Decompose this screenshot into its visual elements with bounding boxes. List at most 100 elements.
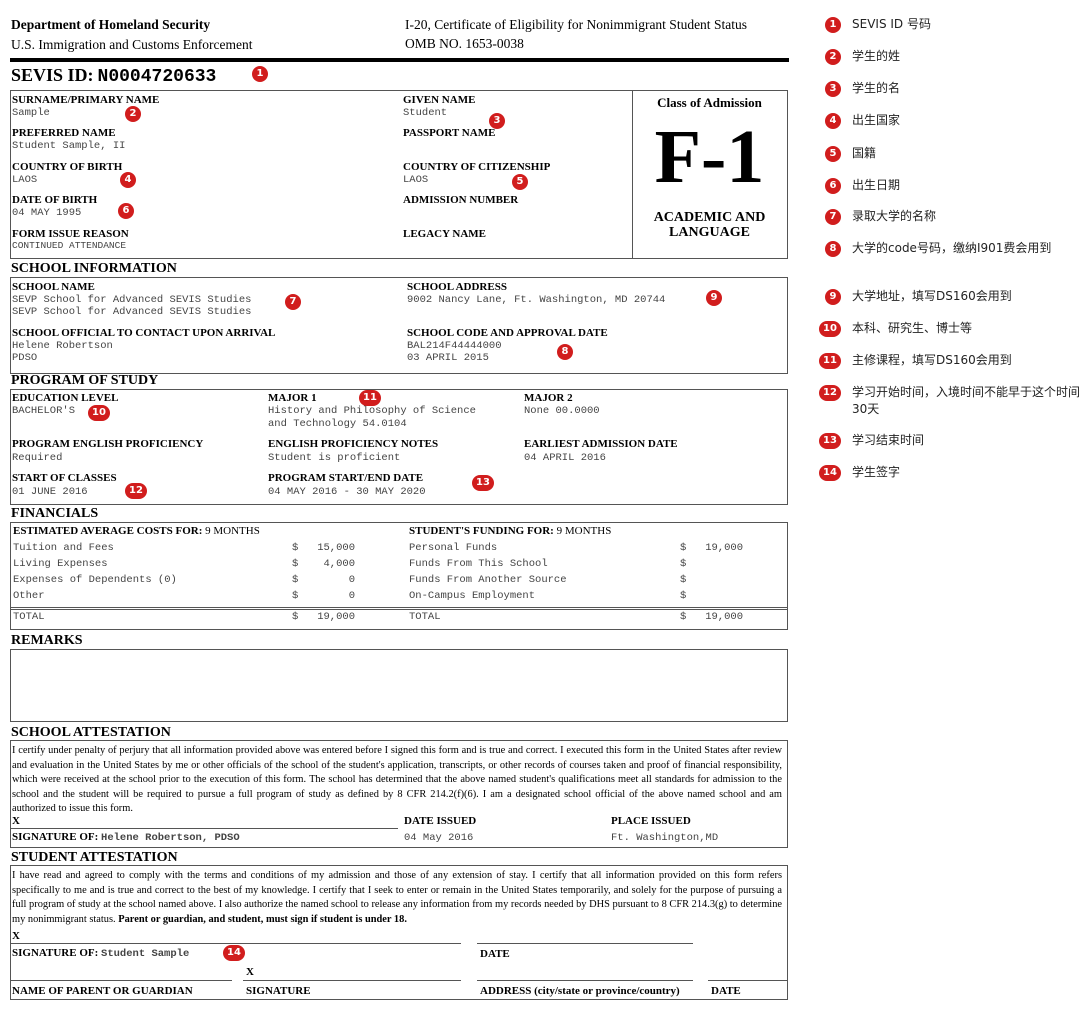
cost-amount: 0 xyxy=(348,574,355,586)
form-title: I-20, Certificate of Eligibility for Non… xyxy=(405,17,747,32)
student-attestation-heading: STUDENT ATTESTATION xyxy=(11,850,178,865)
school-info-heading: SCHOOL INFORMATION xyxy=(11,261,177,276)
legend-badge-11: 11 xyxy=(819,353,841,369)
total-divider-2 xyxy=(10,609,787,610)
school-sig-line xyxy=(10,828,398,829)
given-label: GIVEN NAME xyxy=(403,94,476,106)
legend-badge-2: 2 xyxy=(825,49,841,65)
funding-label: STUDENT'S FUNDING FOR: xyxy=(409,525,554,537)
legend-badge-12: 12 xyxy=(819,385,841,401)
cost-item: Expenses of Dependents (0) xyxy=(13,574,177,586)
major2-value: None 00.0000 xyxy=(524,405,600,417)
parent-name-line xyxy=(10,980,232,981)
official-name: Helene Robertson xyxy=(12,340,113,352)
legend-note-10: 本科、研究生、博士等 xyxy=(852,321,973,335)
cost-currency: $ xyxy=(292,558,299,570)
start-value: 01 JUNE 2016 xyxy=(12,486,88,498)
funding-total-label: TOTAL xyxy=(409,611,441,623)
cost-item: Tuition and Fees xyxy=(13,542,114,554)
major1-line2: and Technology 54.0104 xyxy=(268,418,407,430)
cost-currency: $ xyxy=(292,542,299,554)
sevis-id: SEVIS ID: N0004720633 xyxy=(11,65,216,87)
costs-total-label: TOTAL xyxy=(13,611,45,623)
dates-value: 04 MAY 2016 - 30 MAY 2020 xyxy=(268,486,426,498)
parent-name-label: NAME OF PARENT OR GUARDIAN xyxy=(12,985,193,997)
legend-note-2: 学生的姓 xyxy=(852,49,901,63)
badge-6: 6 xyxy=(118,203,134,219)
remarks-heading: REMARKS xyxy=(11,633,83,648)
official-title: PDSO xyxy=(12,352,38,364)
school-attestation-heading: SCHOOL ATTESTATION xyxy=(11,725,171,740)
cob-value: LAOS xyxy=(12,174,38,186)
financials-heading: FINANCIALS xyxy=(11,506,99,521)
major1-label: MAJOR 1 xyxy=(268,392,317,404)
student-attestation-bold: Parent or guardian, and student, must si… xyxy=(118,913,407,925)
costs-header: ESTIMATED AVERAGE COSTS FOR: 9 MONTHS xyxy=(13,525,260,537)
sub-agency: U.S. Immigration and Customs Enforcement xyxy=(11,37,253,52)
badge-9: 9 xyxy=(706,290,722,306)
omb-number: OMB NO. 1653-0038 xyxy=(405,36,524,51)
funding-currency: $ xyxy=(680,574,687,586)
eng-notes-label: ENGLISH PROFICIENCY NOTES xyxy=(268,438,439,450)
legend-note-3: 学生的名 xyxy=(852,81,901,95)
dob-label: DATE OF BIRTH xyxy=(12,194,98,206)
program-heading: PROGRAM OF STUDY xyxy=(11,373,159,388)
legend-note-7: 录取大学的名称 xyxy=(852,209,937,223)
parent-address-line xyxy=(477,980,693,981)
reason-label: FORM ISSUE REASON xyxy=(12,228,129,240)
badge-3: 3 xyxy=(489,113,505,129)
student-attestation-box xyxy=(10,865,788,1000)
passport-label: PASSPORT NAME xyxy=(403,127,496,139)
costs-total: 19,000 xyxy=(317,611,355,623)
student-date-line xyxy=(477,943,693,944)
legend-badge-8: 8 xyxy=(825,241,841,257)
legend-badge-4: 4 xyxy=(825,113,841,129)
funding-amount: 19,000 xyxy=(705,542,743,554)
date-issued-label: DATE ISSUED xyxy=(404,815,477,827)
earliest-label: EARLIEST ADMISSION DATE xyxy=(524,438,678,450)
funding-total: 19,000 xyxy=(705,611,743,623)
remarks-box xyxy=(10,649,788,722)
student-date-label: DATE xyxy=(480,948,510,960)
place-issued-label: PLACE ISSUED xyxy=(611,815,691,827)
legend-note-4: 出生国家 xyxy=(852,113,901,127)
coc-value: LAOS xyxy=(403,174,429,186)
preferred-label: PREFERRED NAME xyxy=(12,127,116,139)
badge-5: 5 xyxy=(512,174,528,190)
funding-header: STUDENT'S FUNDING FOR: 9 MONTHS xyxy=(409,525,611,537)
legend-badge-5: 5 xyxy=(825,146,841,162)
agency-name: Department of Homeland Security xyxy=(11,17,211,32)
funding-item: Funds From Another Source xyxy=(409,574,567,586)
major1-line1: History and Philosophy of Science xyxy=(268,405,476,417)
badge-11: 11 xyxy=(359,390,381,406)
legend-note-13: 学习结束时间 xyxy=(852,433,925,447)
badge-14: 14 xyxy=(223,945,245,961)
legend-badge-14: 14 xyxy=(819,465,841,481)
official-label: SCHOOL OFFICIAL TO CONTACT UPON ARRIVAL xyxy=(12,327,276,339)
student-sig-x: X xyxy=(12,930,20,942)
class-desc-1: ACADEMIC AND xyxy=(653,210,766,225)
level-value: BACHELOR'S xyxy=(12,405,76,417)
funding-item: Personal Funds xyxy=(409,542,498,554)
badge-13: 13 xyxy=(472,475,494,491)
sevis-label: SEVIS ID: xyxy=(11,65,94,85)
parent-date-label: DATE xyxy=(711,985,741,997)
funding-currency: $ xyxy=(680,542,687,554)
legacy-label: LEGACY NAME xyxy=(403,228,487,240)
total-divider xyxy=(10,607,787,608)
surname-value: Sample xyxy=(12,107,50,119)
funding-period: 9 MONTHS xyxy=(556,525,612,537)
cost-amount: 15,000 xyxy=(317,542,355,554)
funding-currency: $ xyxy=(680,558,687,570)
cob-label: COUNTRY OF BIRTH xyxy=(12,161,123,173)
approval-date: 03 APRIL 2015 xyxy=(407,352,489,364)
badge-12: 12 xyxy=(125,483,147,499)
school-attestation-box xyxy=(10,740,788,848)
dates-label: PROGRAM START/END DATE xyxy=(268,472,424,484)
legend-note-11: 主修课程，填写DS160会用到 xyxy=(852,353,1012,367)
student-sig-label: SIGNATURE OF: xyxy=(12,947,99,959)
legend-badge-9: 9 xyxy=(825,289,841,305)
given-value: Student xyxy=(403,107,448,119)
class-admission-label: Class of Admission xyxy=(657,95,762,110)
